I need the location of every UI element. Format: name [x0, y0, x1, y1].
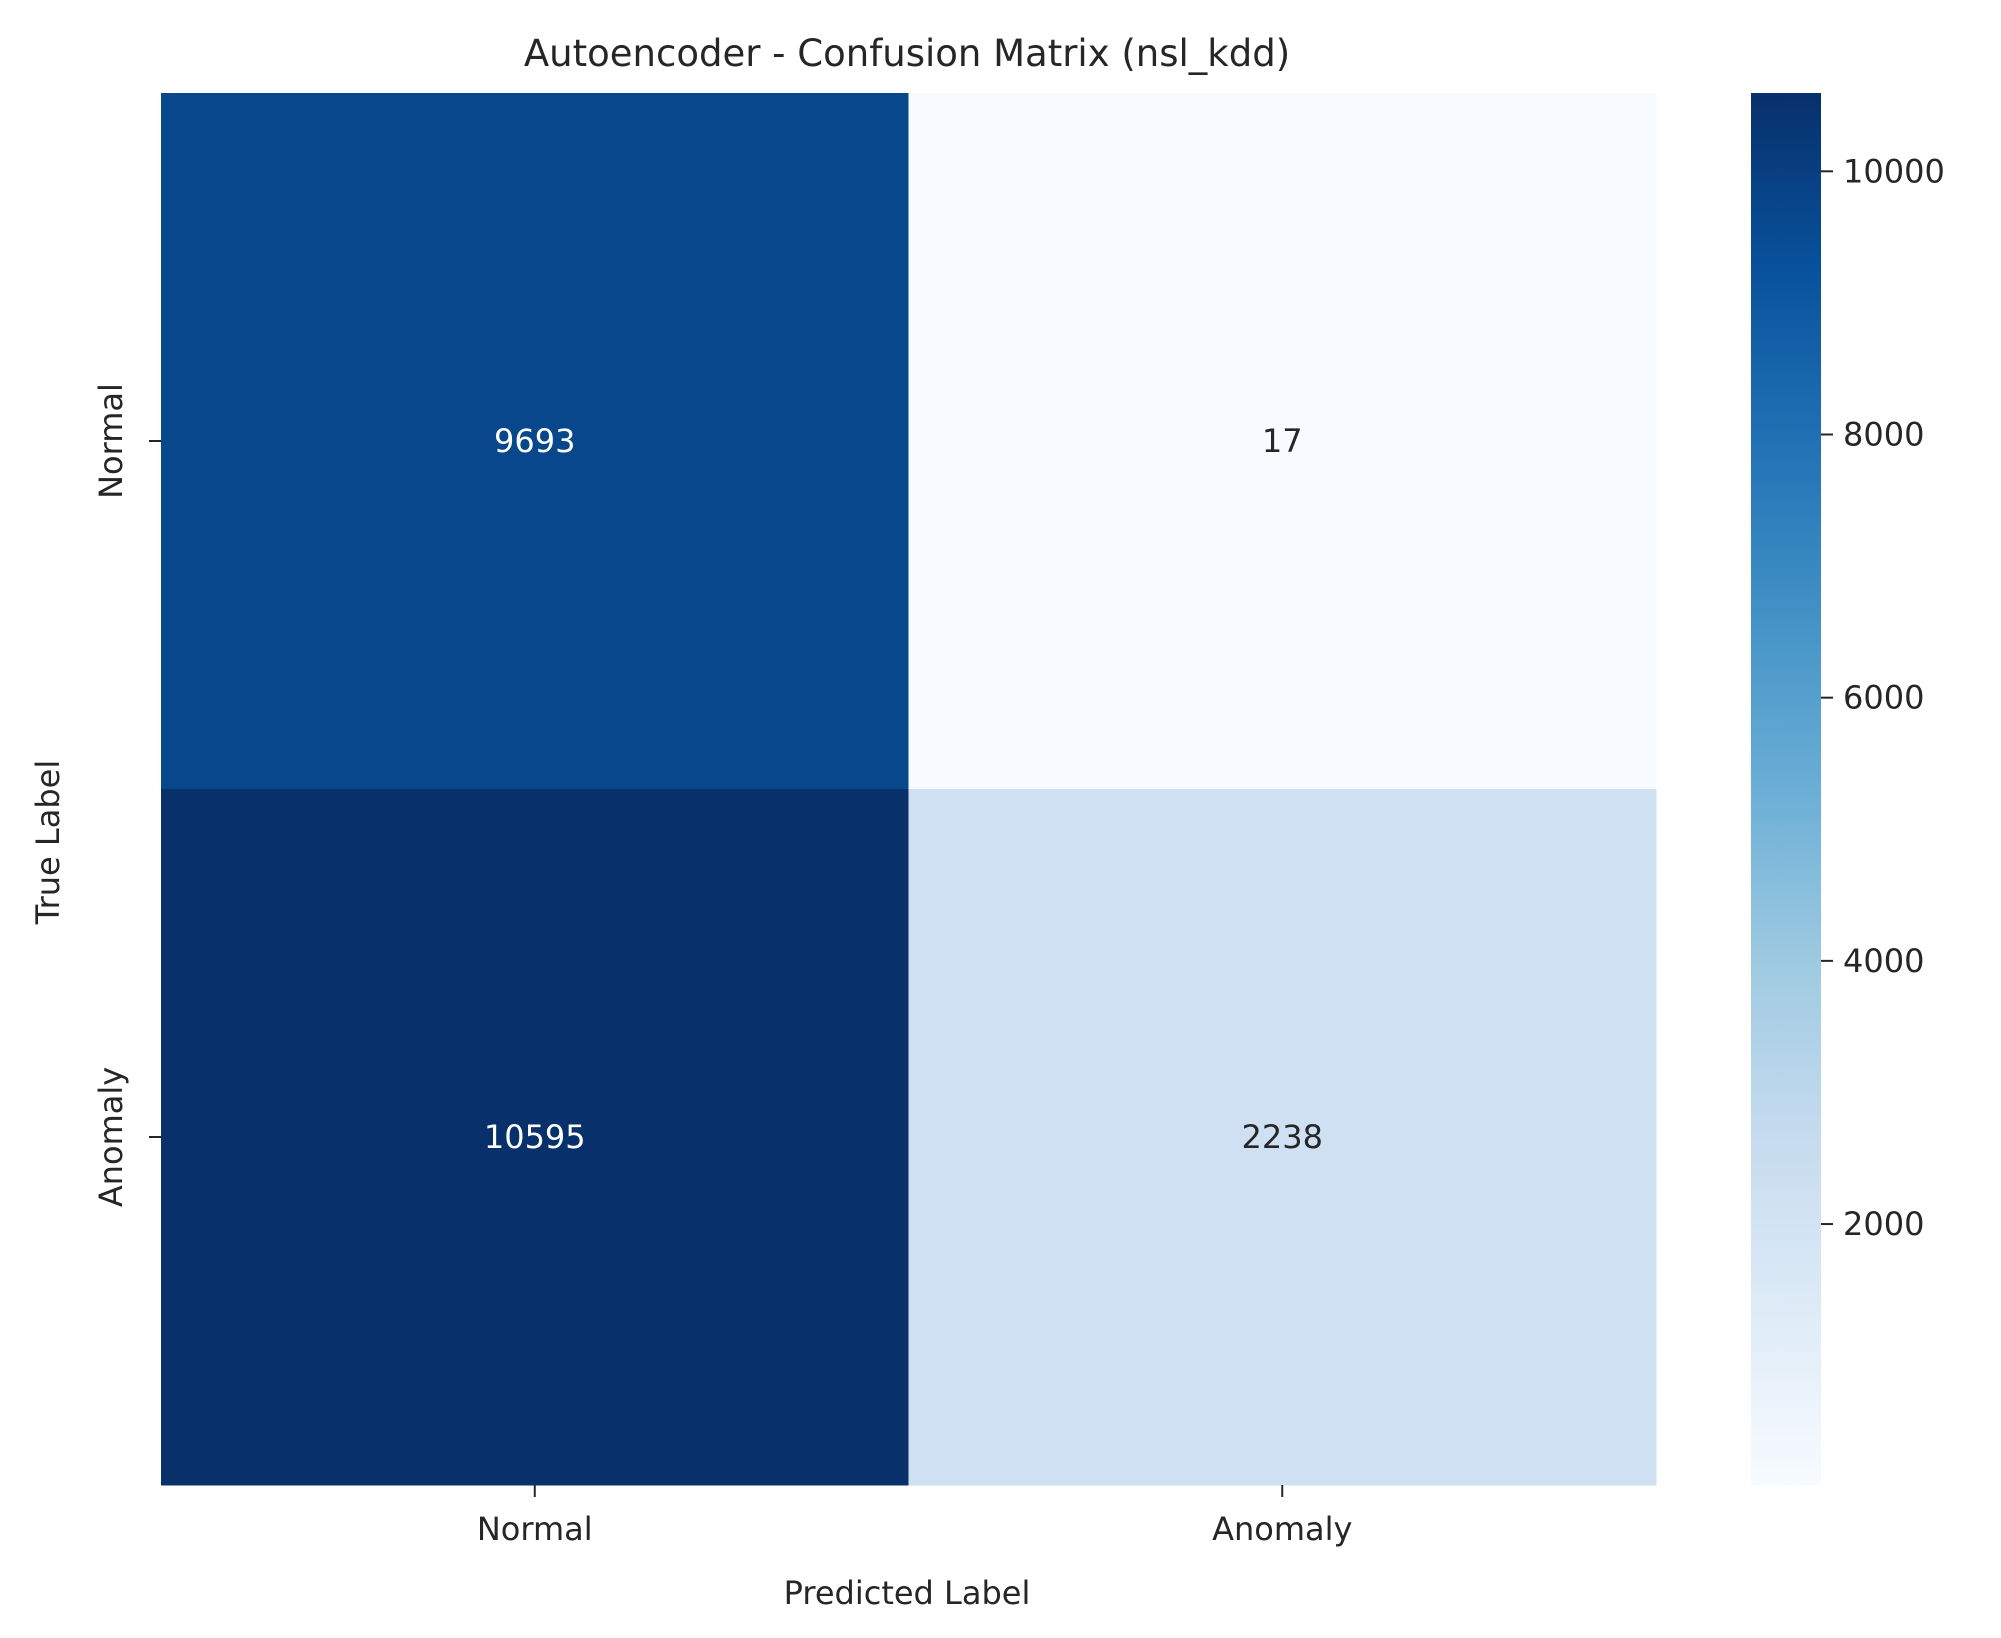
colorbar-tick-label: 10000 — [1843, 152, 1945, 190]
x-tick-label: Normal — [477, 1510, 593, 1548]
colorbar-gradient — [1751, 93, 1821, 1485]
colorbar-tick-label: 6000 — [1843, 679, 1924, 717]
colorbar-tick-label: 8000 — [1843, 415, 1924, 453]
heatmap-cells — [161, 93, 1657, 1486]
cell-value-label-0-1: 17 — [1262, 422, 1303, 460]
cell-annotations: 9693 17 10595 2238 — [484, 422, 1323, 1156]
y-tick-label: Anomaly — [92, 1067, 130, 1207]
cell-value-label-0-0: 9693 — [494, 422, 575, 460]
heatmap-cell-0-0 — [161, 93, 909, 790]
x-axis-ticks: Normal Anomaly — [477, 1485, 1352, 1548]
heatmap-cell-1-1 — [908, 789, 1657, 1486]
chart-title: Autoencoder - Confusion Matrix (nsl_kdd) — [524, 32, 1290, 75]
colorbar-tick-label: 2000 — [1843, 1205, 1924, 1243]
y-tick-label: Normal — [92, 383, 130, 499]
heatmap-cell-1-0 — [161, 789, 909, 1486]
x-axis-title: Predicted Label — [784, 1574, 1031, 1612]
colorbar-tick-label: 4000 — [1843, 942, 1924, 980]
y-axis-ticks: Normal Anomaly — [92, 383, 161, 1207]
colorbar: 2000 4000 6000 8000 10000 — [1751, 93, 1945, 1485]
cell-value-label-1-0: 10595 — [484, 1118, 586, 1156]
cell-value-label-1-1: 2238 — [1242, 1118, 1323, 1156]
y-axis-title: True Label — [29, 760, 67, 925]
heatmap-cell-0-1 — [908, 93, 1657, 790]
x-tick-label: Anomaly — [1212, 1510, 1352, 1548]
